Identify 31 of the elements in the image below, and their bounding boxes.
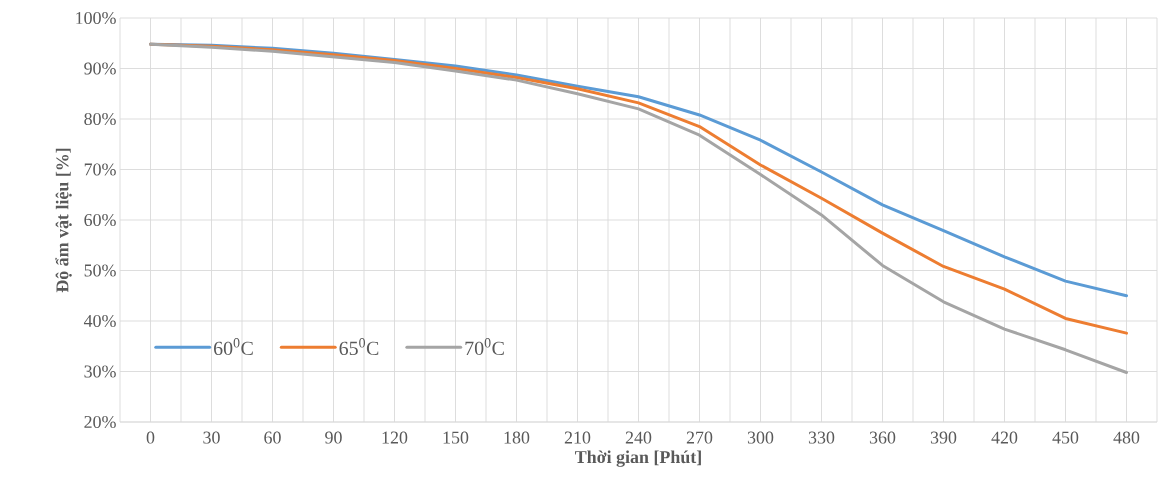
x-tick-label: 330 bbox=[808, 431, 835, 444]
y-tick-label: 90% bbox=[84, 62, 116, 75]
x-tick-label: 120 bbox=[382, 431, 408, 444]
y-tick-label: 100% bbox=[76, 11, 116, 25]
y-tick-label: 40% bbox=[83, 314, 116, 328]
x-tick-label: 210 bbox=[564, 431, 591, 444]
x-tick-label: 360 bbox=[869, 431, 896, 444]
legend-label: 70$^{0}$C bbox=[465, 338, 504, 356]
x-tick-label: 90 bbox=[325, 431, 342, 444]
x-tick-label: 150 bbox=[443, 431, 469, 444]
x-tick-label: 390 bbox=[930, 431, 957, 444]
x-tick-label: 270 bbox=[686, 431, 713, 444]
y-tick-label: 30% bbox=[84, 365, 116, 378]
x-tick-label: 30 bbox=[203, 431, 220, 444]
y-tick-label: 80% bbox=[84, 112, 116, 126]
x-tick-label: 60 bbox=[264, 431, 281, 444]
x-tick-label: 420 bbox=[991, 431, 1018, 444]
x-tick-label: 450 bbox=[1052, 431, 1079, 444]
x-tick-label: 300 bbox=[747, 431, 774, 444]
x-tick-label: 180 bbox=[504, 431, 530, 444]
x-tick-label: 0 bbox=[146, 431, 155, 444]
y-tick-label: 60% bbox=[84, 213, 116, 227]
y-tick-label: 50% bbox=[84, 264, 116, 277]
x-tick-label: 480 bbox=[1113, 431, 1140, 444]
x-axis-title: Thời gian [Phút] bbox=[575, 450, 701, 467]
legend-label: 65$^{0}$C bbox=[339, 338, 379, 356]
y-axis-title: Độ ẩm vật liệu [%] bbox=[55, 148, 72, 293]
y-tick-label: 20% bbox=[84, 415, 116, 429]
x-tick-label: 240 bbox=[625, 431, 652, 444]
y-tick-label: 70% bbox=[84, 163, 116, 176]
legend-label: 60$^{0}$C bbox=[214, 338, 253, 356]
